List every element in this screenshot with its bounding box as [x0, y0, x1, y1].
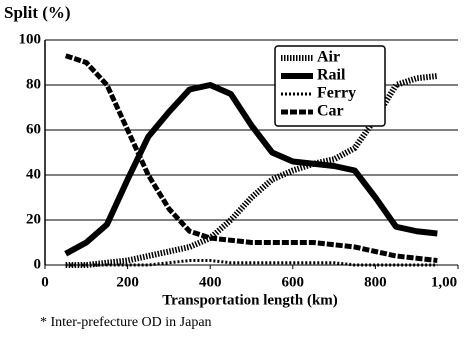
y-tick-label: 0	[34, 256, 42, 272]
legend-label: Rail	[317, 67, 346, 84]
x-tick-label: 400	[199, 274, 222, 290]
y-tick-label: 80	[26, 76, 41, 92]
y-tick-label: 100	[19, 31, 42, 47]
legend-label: Air	[317, 49, 340, 66]
legend-label: Ferry	[317, 85, 356, 102]
x-tick-label: 600	[282, 274, 305, 290]
x-axis-title: Transportation length (km)	[162, 292, 338, 308]
series-line	[65, 259, 438, 267]
footnote: * Inter-prefecture OD in Japan	[40, 315, 212, 330]
legend-label: Car	[317, 103, 344, 120]
series-line	[64, 53, 438, 263]
x-tick-label: 0	[41, 274, 49, 290]
series-line	[64, 82, 438, 257]
x-tick-label: 200	[116, 274, 139, 290]
legend-box	[274, 45, 386, 127]
x-tick-label: 1,00	[431, 274, 457, 290]
y-axis-title: Split (%)	[4, 3, 71, 22]
y-tick-label: 40	[26, 166, 41, 182]
x-tick-label: 800	[364, 274, 387, 290]
y-tick-label: 20	[26, 211, 41, 227]
y-tick-label: 60	[26, 121, 41, 137]
